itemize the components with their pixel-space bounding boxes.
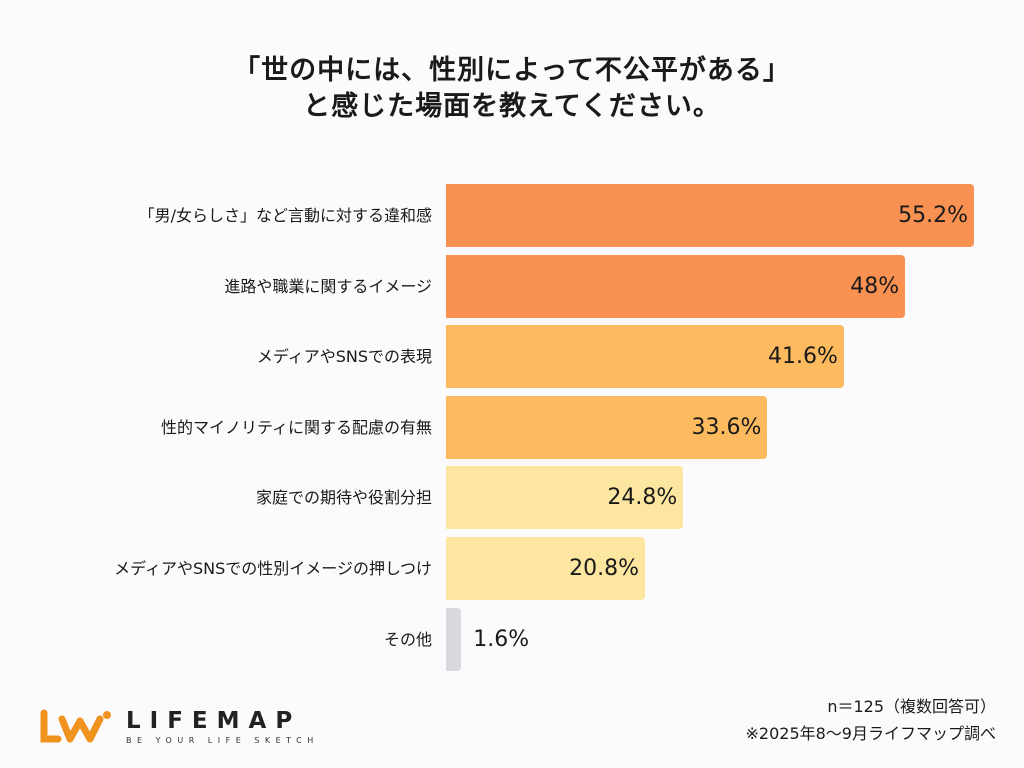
source-note: ※2025年8〜9月ライフマップ調べ [745,724,997,743]
bar [446,254,906,318]
sample-note: n＝125（複数回答可） [827,697,996,716]
value-label: 48% [850,273,900,299]
category-label: メディアやSNSでの表現 [256,347,432,367]
lifemap-logo-icon [40,709,111,742]
bar [446,184,974,247]
value-label: 24.8% [607,485,678,511]
category-label: 「男/女らしさ」など言動に対する違和感 [138,206,432,225]
bar [446,537,645,600]
value-label: 1.6% [473,626,530,652]
logo-name: LIFEMAP [126,708,302,734]
category-label: その他 [383,629,432,649]
logo-tagline: BE YOUR LIFE SKETCH [126,736,319,745]
value-label: 33.6% [691,414,762,440]
value-label: 41.6% [768,344,838,370]
value-label: 55.2% [898,203,968,228]
bar [446,395,768,459]
bar [446,466,684,530]
bar [446,607,462,671]
value-label: 20.8% [569,556,639,581]
category-label: 進路や職業に関するイメージ [224,276,432,296]
chart-title: 「世の中には、性別によって不公平がある」 [233,55,791,86]
bar-chart: 「男/女らしさ」など言動に対する違和感 55.2% 進路や職業に関するイメージ 48%… [114,184,974,671]
category-label: メディアやSNSでの性別イメージの押しつけ [114,559,432,578]
bar [446,325,844,389]
lifemap-logo: LIFEMAP BE YOUR LIFE SKETCH [40,708,319,745]
category-label: 性的マイノリティに関する配慮の有無 [160,417,432,437]
chart-subtitle: と感じた場面を教えてください。 [303,91,721,122]
category-label: 家庭での期待や役割分担 [255,488,432,508]
